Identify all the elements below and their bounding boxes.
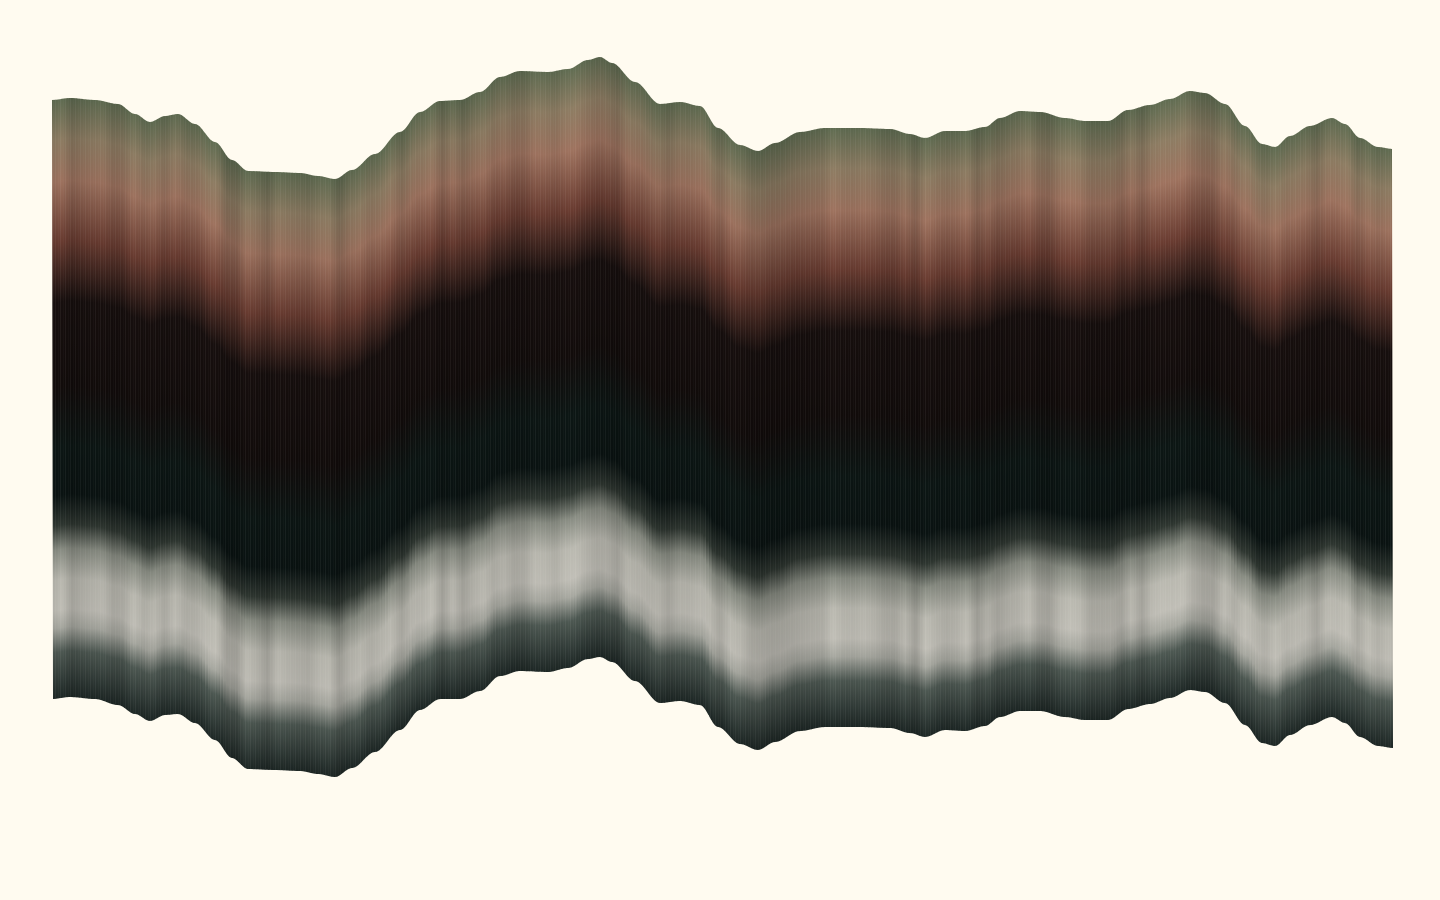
generative-artwork bbox=[0, 0, 1440, 900]
column-shading bbox=[52, 57, 1393, 777]
flowing-band-artwork bbox=[0, 0, 1440, 900]
band-group bbox=[52, 57, 1393, 777]
